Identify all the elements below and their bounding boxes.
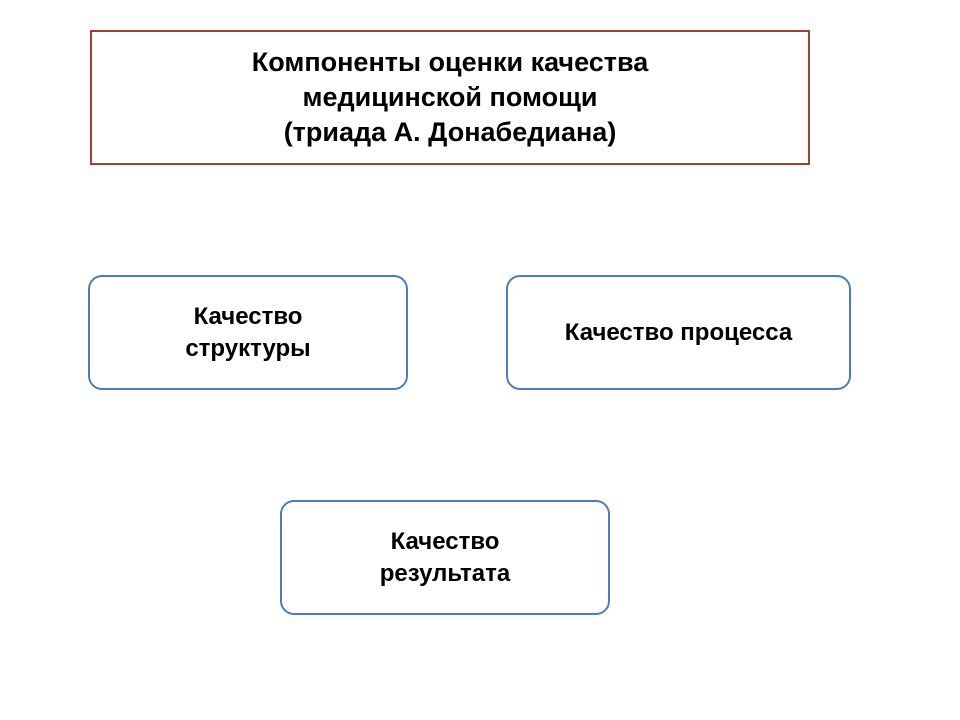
title-line-1: Компоненты оценки качества xyxy=(252,47,649,77)
component-structure-text: Качество структуры xyxy=(185,301,310,363)
component-result: Качество результата xyxy=(280,500,610,615)
component-structure-line-1: Качество xyxy=(194,303,303,330)
component-process: Качество процесса xyxy=(506,275,851,390)
title-text: Компоненты оценки качества медицинской п… xyxy=(252,45,649,150)
component-result-text: Качество результата xyxy=(380,526,510,588)
component-structure-line-2: структуры xyxy=(185,335,310,362)
title-line-2: медицинской помощи xyxy=(303,82,598,112)
title-container: Компоненты оценки качества медицинской п… xyxy=(90,30,810,165)
component-structure: Качество структуры xyxy=(88,275,408,390)
component-result-line-2: результата xyxy=(380,560,510,587)
component-process-text: Качество процесса xyxy=(565,317,792,348)
component-process-line-1: Качество процесса xyxy=(565,319,792,346)
component-result-line-1: Качество xyxy=(391,528,500,555)
title-line-3: (триада А. Донабедиана) xyxy=(284,117,617,147)
